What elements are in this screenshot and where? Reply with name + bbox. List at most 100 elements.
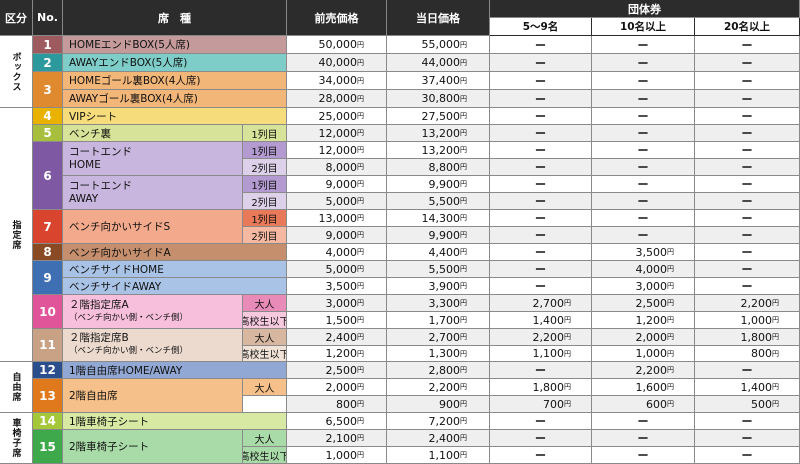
price-value: 28,000 xyxy=(318,92,358,105)
group-price: ー xyxy=(695,227,800,244)
seat-number-badge: 1 xyxy=(33,36,63,54)
seat-name: ２階指定席B （ベンチ向かい側・ベンチ側） xyxy=(63,329,243,362)
group-price: 700 円 xyxy=(490,396,592,413)
seat-name: ２階指定席A （ベンチ向かい側・ベンチ側） xyxy=(63,295,243,329)
group-price: 3,500 円 xyxy=(592,244,695,261)
group-price: 1,400 円 xyxy=(695,379,800,396)
group-price: 1,000 円 xyxy=(592,346,695,362)
group-price: ー xyxy=(592,413,695,430)
yen-unit: 円 xyxy=(460,282,467,290)
seat-name: ベンチサイドHOME xyxy=(63,261,287,278)
group-price: ー xyxy=(490,125,592,142)
yen-unit: 円 xyxy=(667,333,674,341)
seat-name: HOMEゴール裏BOX(4人席) xyxy=(63,72,287,90)
price-value: 2,200 xyxy=(740,296,773,310)
advance-price: 2,400 円 xyxy=(287,329,387,346)
seat-tier: 1列目 xyxy=(243,176,287,193)
seat-name: 1階自由席HOME/AWAY xyxy=(63,362,287,379)
seat-name-line: （ベンチ向かい側・ベンチ側） xyxy=(69,312,189,323)
price-value: 2,500 xyxy=(325,363,358,377)
group-price: ー xyxy=(490,142,592,159)
price-value: 1,000 xyxy=(635,347,668,360)
price-value: 800 xyxy=(751,347,772,360)
price-value: 55,000 xyxy=(421,38,461,51)
yen-unit: 円 xyxy=(357,112,364,120)
sameday-price: 1,300 円 xyxy=(387,346,490,362)
group-price: ー xyxy=(490,90,592,108)
group-price: ー xyxy=(695,36,800,54)
advance-price: 1,000 円 xyxy=(287,447,387,464)
seat-name-line: コートエンド xyxy=(69,145,132,158)
group-price: ー xyxy=(490,193,592,210)
group-price: 1,200 円 xyxy=(592,312,695,329)
group-price: ー xyxy=(695,244,800,261)
yen-unit: 円 xyxy=(357,383,364,391)
group-price: ー xyxy=(490,244,592,261)
yen-unit: 円 xyxy=(357,400,364,408)
seat-number-badge: 10 xyxy=(33,295,63,329)
header-category: 区分 xyxy=(0,0,33,36)
yen-unit: 円 xyxy=(772,400,779,408)
advance-price: 800 円 xyxy=(287,396,387,413)
group-price: 3,000 円 xyxy=(592,278,695,295)
group-price: ー xyxy=(490,36,592,54)
yen-unit: 円 xyxy=(460,58,467,67)
price-value: 44,000 xyxy=(421,56,461,69)
seat-name: 1階車椅子シート xyxy=(63,413,287,430)
advance-price: 4,000 円 xyxy=(287,244,387,261)
group-price: ー xyxy=(695,90,800,108)
group-price: 2,700 円 xyxy=(490,295,592,312)
seat-number-badge: 12 xyxy=(33,362,63,379)
sameday-price: 7,200 円 xyxy=(387,413,490,430)
price-value: 27,500 xyxy=(421,109,461,123)
yen-unit: 円 xyxy=(564,349,571,358)
seat-tier: 高校生以下 xyxy=(243,346,287,362)
price-value: 9,900 xyxy=(428,228,461,242)
group-price: ー xyxy=(695,362,800,379)
price-value: 13,000 xyxy=(318,211,358,225)
sameday-price: 13,200 円 xyxy=(387,142,490,159)
advance-price: 3,500 円 xyxy=(287,278,387,295)
yen-unit: 円 xyxy=(357,333,364,341)
header-advance-price: 前売価格 xyxy=(287,0,387,36)
seat-name: VIPシート xyxy=(63,108,287,125)
price-value: 2,000 xyxy=(325,380,358,394)
group-price: ー xyxy=(592,54,695,72)
yen-unit: 円 xyxy=(357,146,364,154)
group-price: 2,200 円 xyxy=(592,362,695,379)
group-price: ー xyxy=(592,227,695,244)
yen-unit: 円 xyxy=(460,400,467,408)
sameday-price: 2,400 円 xyxy=(387,430,490,447)
seat-tier: 大人 xyxy=(243,379,287,396)
price-value: 4,400 xyxy=(428,245,461,259)
price-value: 2,200 xyxy=(532,330,565,344)
price-value: 700 xyxy=(543,397,564,411)
yen-unit: 円 xyxy=(667,299,674,307)
seat-name: コートエンド HOME xyxy=(63,142,243,176)
group-price: 1,000 円 xyxy=(695,312,800,329)
price-value: 3,500 xyxy=(325,279,358,293)
yen-unit: 円 xyxy=(460,146,467,154)
price-value: 3,000 xyxy=(635,279,668,293)
price-value: 3,500 xyxy=(635,245,668,259)
group-price: ー xyxy=(695,108,800,125)
seat-tier: 1列目 xyxy=(243,142,287,159)
header-group-ticket: 団体券 xyxy=(490,0,800,18)
group-price: ー xyxy=(592,430,695,447)
group-price: 1,800 円 xyxy=(695,329,800,346)
seat-tier: 2列目 xyxy=(243,193,287,210)
header-group-col: 10名以上 xyxy=(592,18,695,36)
yen-unit: 円 xyxy=(357,76,364,85)
group-price: ー xyxy=(490,362,592,379)
group-price: ー xyxy=(695,413,800,430)
seat-number-badge: 14 xyxy=(33,413,63,430)
yen-unit: 円 xyxy=(460,248,467,256)
group-price: ー xyxy=(592,36,695,54)
seat-number-badge: 6 xyxy=(33,142,63,210)
price-value: 12,000 xyxy=(318,143,358,157)
price-value: 25,000 xyxy=(318,109,358,123)
price-value: 5,500 xyxy=(428,262,461,276)
seat-name: ベンチサイドAWAY xyxy=(63,278,287,295)
group-price: ー xyxy=(695,193,800,210)
sameday-price: 4,400 円 xyxy=(387,244,490,261)
